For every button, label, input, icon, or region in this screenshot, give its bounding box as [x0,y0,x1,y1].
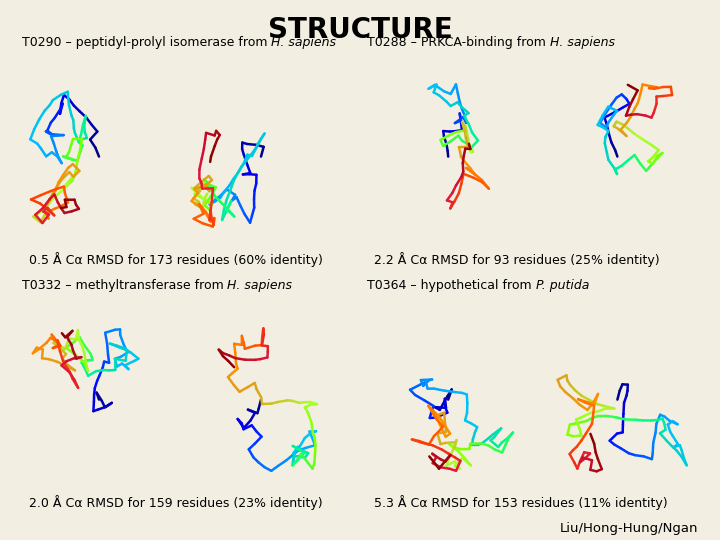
Text: T0364 – hypothetical from: T0364 – hypothetical from [367,279,536,292]
Text: P. putida: P. putida [536,279,589,292]
Text: T0290 – peptidyl-prolyl isomerase from: T0290 – peptidyl-prolyl isomerase from [22,36,271,49]
Text: T0288 – PRKCA-binding from: T0288 – PRKCA-binding from [367,36,550,49]
Text: 0.5 Å Cα RMSD for 173 residues (60% identity): 0.5 Å Cα RMSD for 173 residues (60% iden… [29,252,323,267]
Text: Liu/Hong-Hung/Ngan: Liu/Hong-Hung/Ngan [560,522,698,535]
Text: H. sapiens: H. sapiens [550,36,615,49]
Text: 2.0 Å Cα RMSD for 159 residues (23% identity): 2.0 Å Cα RMSD for 159 residues (23% iden… [29,495,323,510]
Text: STRUCTURE: STRUCTURE [268,16,452,44]
Text: T0332 – methyltransferase from: T0332 – methyltransferase from [22,279,228,292]
Text: H. sapiens: H. sapiens [271,36,336,49]
Text: 5.3 Å Cα RMSD for 153 residues (11% identity): 5.3 Å Cα RMSD for 153 residues (11% iden… [374,495,668,510]
Text: 2.2 Å Cα RMSD for 93 residues (25% identity): 2.2 Å Cα RMSD for 93 residues (25% ident… [374,252,660,267]
Text: H. sapiens: H. sapiens [228,279,292,292]
